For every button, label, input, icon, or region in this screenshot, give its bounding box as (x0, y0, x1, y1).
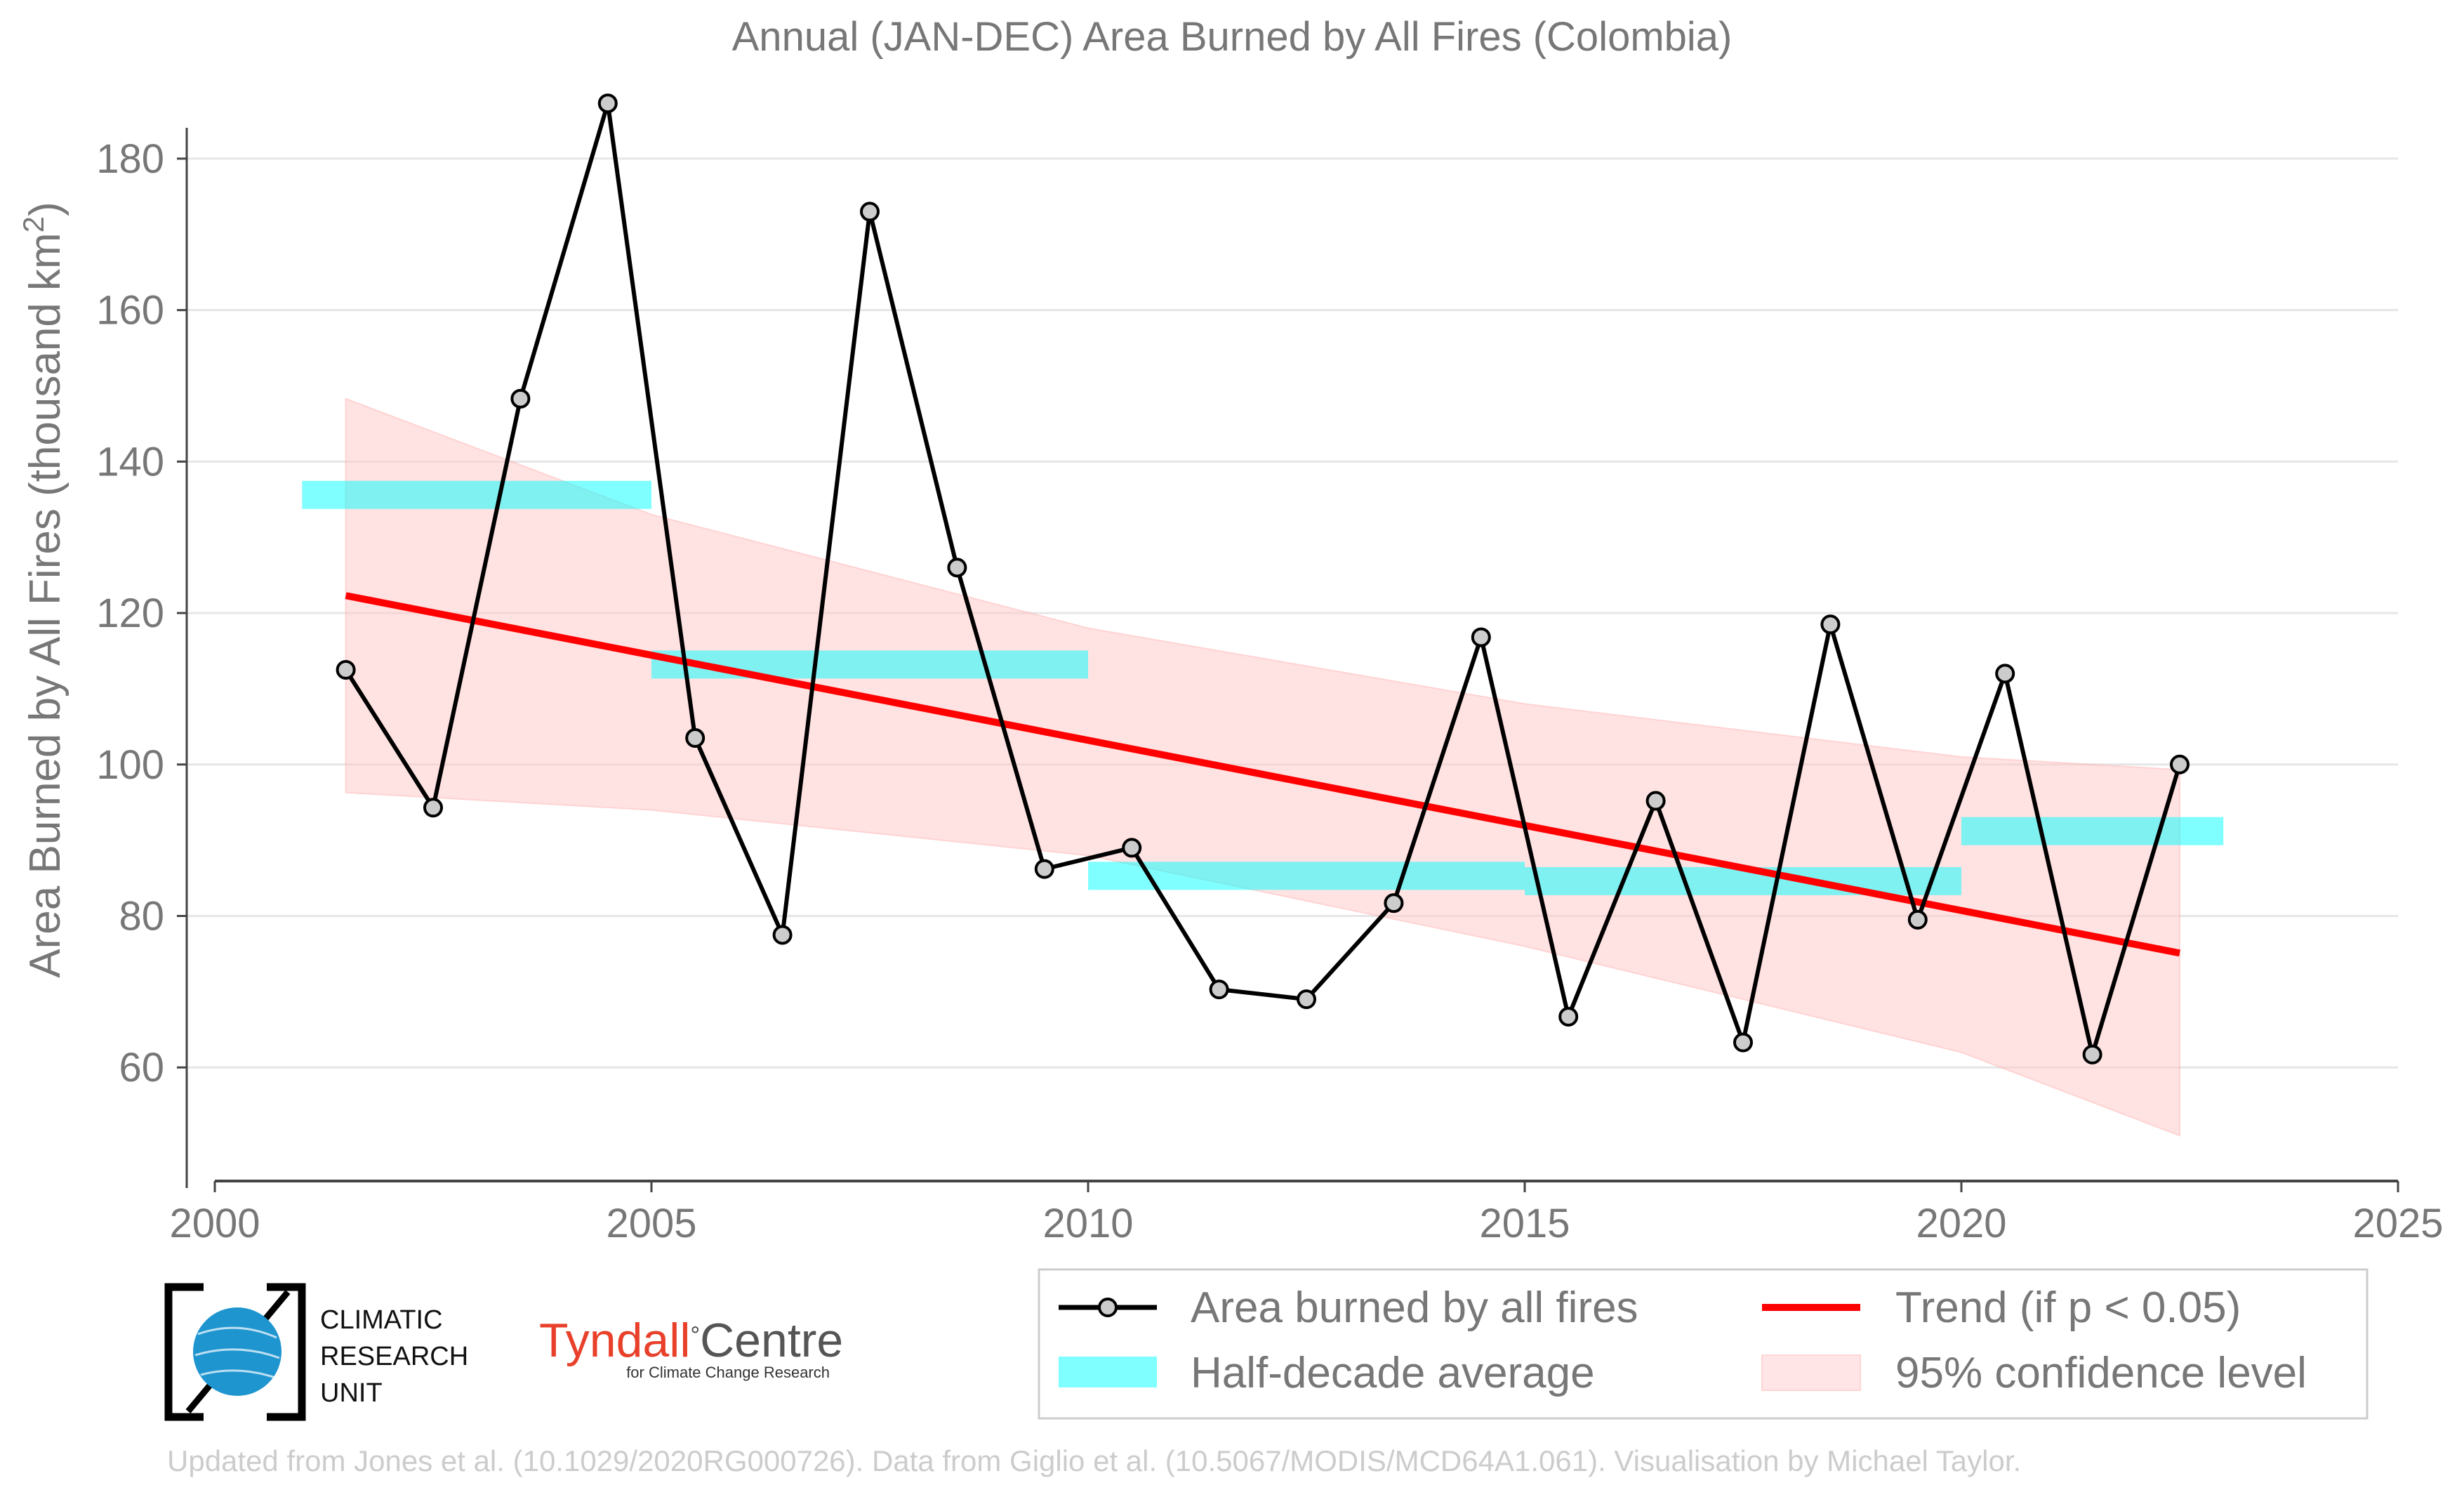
confidence-band (345, 397, 2180, 1137)
footer-credit: Updated from Jones et al. (10.1029/2020R… (167, 1444, 2021, 1477)
x-tick-label-2015: 2015 (1479, 1201, 1570, 1246)
data-point-2006 (772, 925, 793, 945)
half-decade-bar-2 (1088, 862, 1525, 890)
half-decade-bar-0 (302, 480, 651, 509)
tyndall-subtitle: for Climate Change Research (626, 1364, 830, 1381)
data-point-2019 (1907, 909, 1928, 930)
data-point-2010 (1122, 838, 1142, 858)
data-point-2016 (1645, 791, 1666, 811)
tyndall-degree: ° (690, 1322, 700, 1349)
legend-marker-annual (1098, 1298, 1118, 1317)
y-tick-label-60: 60 (119, 1045, 164, 1090)
data-point-2017 (1733, 1032, 1753, 1053)
cru-line1: CLIMATIC (320, 1305, 443, 1335)
y-tick-label-140: 140 (96, 439, 164, 484)
data-point-2012 (1297, 989, 1316, 1010)
legend-item-trend: Trend (if p < 0.05) (1762, 1284, 2241, 1332)
legend-box (1038, 1268, 2369, 1420)
data-point-2001 (336, 659, 356, 680)
svg-text:Tyndall°Centre: Tyndall°Centre (539, 1314, 843, 1367)
data-point-2004 (597, 93, 618, 114)
cru-logo: CLIMATIC RESEARCH UNIT (164, 1283, 468, 1421)
data-point-2013 (1384, 893, 1404, 914)
data-point-2002 (423, 798, 443, 818)
x-tick-label-2010: 2010 (1042, 1201, 1133, 1246)
tyndall-logo: Tyndall°Centre for Climate Change Resear… (539, 1314, 843, 1381)
legend-label-confidence: 95% confidence level (1895, 1349, 2307, 1397)
y-tick-label-180: 180 (96, 136, 164, 182)
legend-swatch-half-decade (1059, 1357, 1157, 1387)
annual-series-line (344, 101, 2182, 1057)
x-tick-label-2025: 2025 (2352, 1201, 2443, 1246)
cru-line2: RESEARCH (320, 1342, 468, 1371)
legend-label-trend: Trend (if p < 0.05) (1895, 1284, 2241, 1332)
data-point-2003 (510, 388, 531, 409)
confidence-band-layer (345, 397, 2180, 1137)
half-decade-layer (302, 480, 2224, 895)
data-point-2022 (2170, 754, 2190, 774)
x-axis-ticks: 2000 2005 2010 2015 2020 2025 (169, 1181, 2444, 1246)
y-axis-label: Area Burned by All Fires (thousand km2) (17, 202, 70, 977)
data-point-2005 (685, 728, 706, 748)
half-decade-bar-1 (651, 650, 1088, 679)
x-tick-label-2020: 2020 (1916, 1201, 2006, 1246)
y-tick-label-120: 120 (96, 591, 164, 636)
data-point-2020 (1995, 664, 2015, 684)
chart-title: Annual (JAN-DEC) Area Burned by All Fire… (732, 14, 1733, 60)
legend-label-annual: Area burned by all fires (1191, 1284, 1638, 1332)
trend-line (345, 592, 2180, 957)
annual-series-layer (336, 93, 2190, 1064)
legend-item-confidence: 95% confidence level (1761, 1349, 2307, 1397)
legend-item-half-decade: Half-decade average (1059, 1349, 1595, 1397)
half-decade-bar-3 (1525, 866, 1961, 895)
data-point-2009 (1034, 859, 1054, 879)
data-point-2008 (947, 558, 967, 578)
y-tick-label-160: 160 (96, 288, 164, 334)
trend-layer (345, 592, 2180, 957)
half-decade-bar-4 (1961, 817, 2224, 845)
y-axis-ticks: 60 80 100 120 140 160 180 (96, 136, 187, 1090)
legend-swatch-confidence (1761, 1354, 1861, 1391)
tyndall-name-b: Centre (700, 1314, 843, 1367)
data-point-2014 (1471, 627, 1491, 647)
tyndall-name-a: Tyndall (539, 1314, 690, 1367)
data-point-2011 (1209, 980, 1229, 1000)
axes (185, 128, 2398, 1188)
legend-label-half-decade: Half-decade average (1191, 1349, 1595, 1397)
x-tick-label-2000: 2000 (169, 1201, 260, 1246)
legend-item-annual: Area burned by all fires (1059, 1284, 1638, 1332)
data-point-2021 (2082, 1044, 2102, 1064)
data-point-2007 (860, 202, 880, 222)
data-point-2015 (1558, 1006, 1579, 1027)
data-point-2018 (1820, 614, 1841, 635)
x-tick-label-2005: 2005 (606, 1201, 696, 1246)
y-tick-label-80: 80 (119, 894, 164, 939)
cru-line3: UNIT (320, 1378, 383, 1408)
legend: Area burned by all fires Half-decade ave… (1038, 1268, 2369, 1420)
y-tick-label-100: 100 (96, 742, 164, 788)
